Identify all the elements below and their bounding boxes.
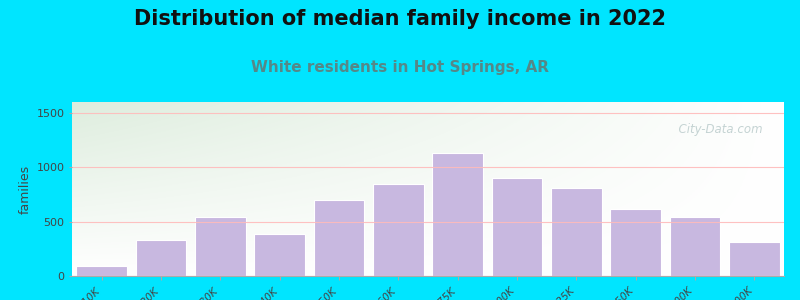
- Bar: [195, 217, 246, 276]
- Bar: [729, 242, 779, 276]
- Bar: [492, 178, 542, 276]
- Bar: [314, 200, 364, 276]
- Text: City-Data.com: City-Data.com: [671, 123, 762, 136]
- Bar: [610, 208, 661, 276]
- Bar: [136, 240, 186, 276]
- Text: Distribution of median family income in 2022: Distribution of median family income in …: [134, 9, 666, 29]
- Bar: [254, 234, 305, 276]
- Bar: [77, 266, 127, 276]
- Bar: [670, 217, 720, 276]
- Bar: [373, 184, 423, 276]
- Bar: [433, 153, 483, 276]
- Bar: [551, 188, 602, 276]
- Y-axis label: families: families: [19, 164, 32, 214]
- Text: White residents in Hot Springs, AR: White residents in Hot Springs, AR: [251, 60, 549, 75]
